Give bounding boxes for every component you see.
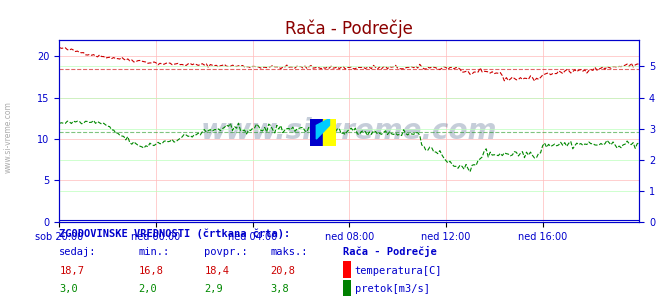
Text: www.si-vreme.com: www.si-vreme.com: [3, 101, 13, 173]
Text: Rača - Podrečje: Rača - Podrečje: [343, 246, 436, 257]
Text: 18,4: 18,4: [204, 266, 229, 276]
Text: min.:: min.:: [138, 247, 169, 257]
Title: Rača - Podrečje: Rača - Podrečje: [285, 19, 413, 38]
Text: 3,8: 3,8: [270, 284, 289, 294]
Text: 2,0: 2,0: [138, 284, 157, 294]
Text: sedaj:: sedaj:: [59, 247, 97, 257]
Text: 18,7: 18,7: [59, 266, 84, 276]
Text: 3,0: 3,0: [59, 284, 78, 294]
Text: ZGODOVINSKE VREDNOSTI (črtkana črta):: ZGODOVINSKE VREDNOSTI (črtkana črta):: [59, 229, 291, 239]
Bar: [323, 119, 336, 146]
Text: 20,8: 20,8: [270, 266, 295, 276]
Text: 2,9: 2,9: [204, 284, 223, 294]
Text: www.si-vreme.com: www.si-vreme.com: [201, 117, 498, 145]
Text: maks.:: maks.:: [270, 247, 308, 257]
Bar: [310, 119, 323, 146]
Polygon shape: [316, 119, 330, 139]
Text: 16,8: 16,8: [138, 266, 163, 276]
Text: pretok[m3/s]: pretok[m3/s]: [355, 284, 430, 294]
Text: povpr.:: povpr.:: [204, 247, 248, 257]
Text: temperatura[C]: temperatura[C]: [355, 266, 442, 276]
